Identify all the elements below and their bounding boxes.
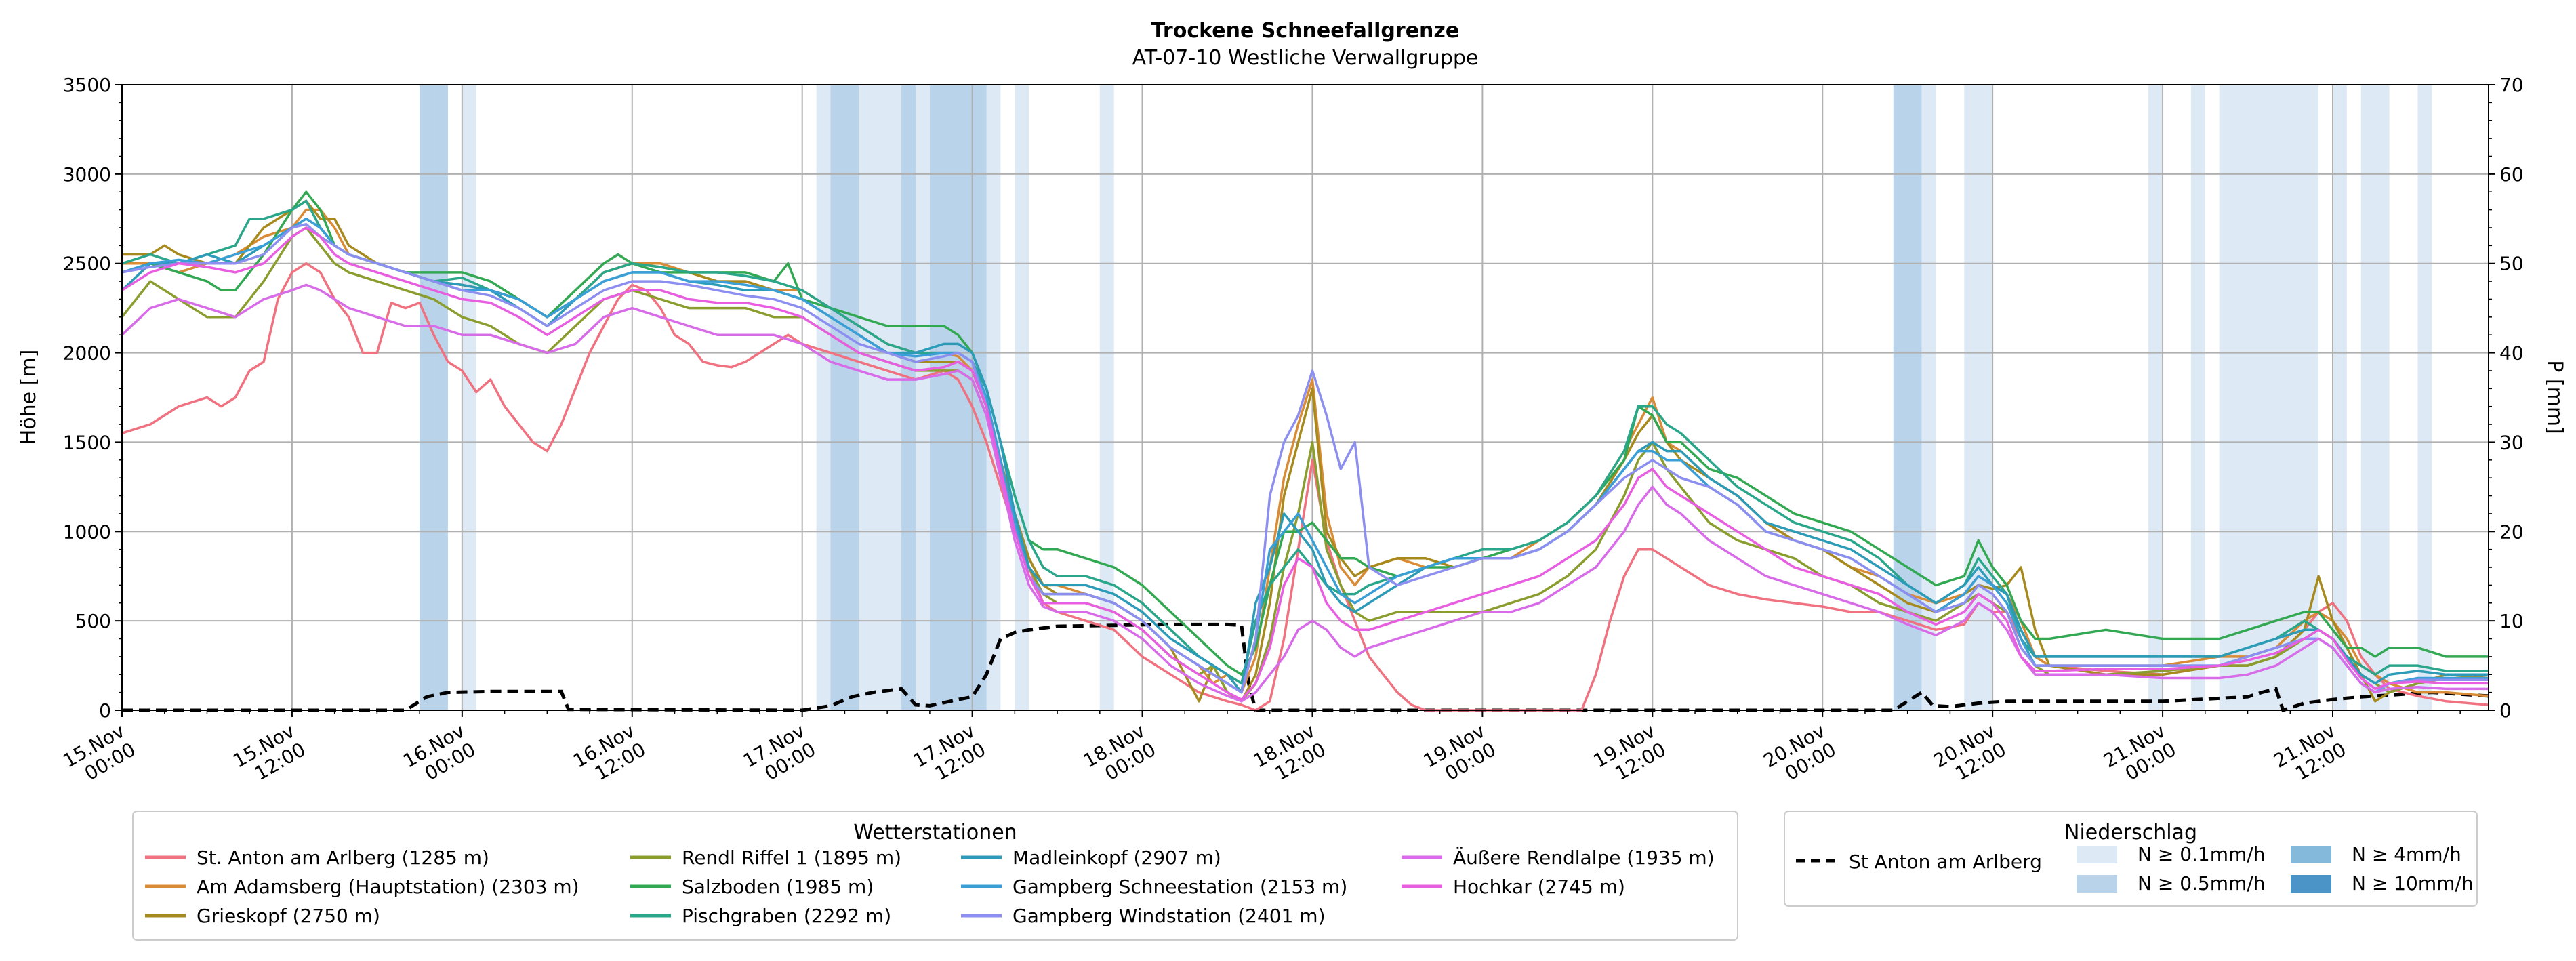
x-tick-label: 15.Nov00:00 [59,719,139,791]
x-tick-label: 17.Nov00:00 [739,719,819,791]
precip-band [2332,85,2347,710]
legend-label: Gampberg Windstation (2401 m) [1013,905,1326,927]
series-line [121,190,2489,676]
legend-label-precip: N ≥ 10mm/h [2352,872,2474,895]
precip-legend-title: Niederschlag [2064,821,2197,844]
y-axis-label: Höhe [m] [17,350,41,445]
y-tick-label: 2000 [63,342,111,365]
legend-label: Pischgraben (2292 m) [682,905,891,927]
y-right-tick-label: 20 [2499,520,2524,543]
y-axis-label-right: P [mm] [2543,360,2567,434]
precip-band [462,85,476,710]
x-tick-label: 16.Nov12:00 [569,719,649,791]
series-line [121,226,2489,701]
legend-label: Grieskopf (2750 m) [197,905,380,927]
y-right-tick-label: 30 [2499,431,2524,453]
legend-label: Hochkar (2745 m) [1453,876,1625,898]
y-tick-label: 3000 [63,163,111,186]
x-tick-label: 21.Nov12:00 [2270,719,2350,791]
y-tick-label: 1000 [63,520,111,543]
legend-label: Äußere Rendlalpe (1935 m) [1453,846,1715,869]
series-line [121,283,2489,703]
precip-band [859,85,902,710]
precip-band [2219,85,2319,710]
x-tick-label: 20.Nov12:00 [1929,719,2009,791]
legend-label: Rendl Riffel 1 (1895 m) [682,846,901,869]
precip-band [986,85,1001,710]
x-tick-label: 17.Nov12:00 [909,719,989,791]
y-tick-label: 1500 [63,431,111,453]
precip-legend: Niederschlag St Anton am Arlberg N ≥ 0.1… [1784,811,2478,907]
x-tick-label: 18.Nov12:00 [1250,719,1330,791]
legend-label-precip: N ≥ 0.5mm/h [2138,872,2265,895]
y-right-tick-label: 50 [2499,253,2524,275]
legend-label: Gampberg Schneestation (2153 m) [1013,876,1347,898]
precip-line-path [122,622,2489,713]
series-line [121,218,2489,694]
chart-title: Trockene Schneefallgrenze [1151,19,1459,43]
legend-label: St. Anton am Arlberg (1285 m) [197,846,489,869]
x-tick-label: 21.Nov00:00 [2100,719,2180,791]
precip-band [830,85,859,710]
legend-label-precip: N ≥ 4mm/h [2352,843,2461,865]
precip-band [2417,85,2432,710]
legend-label: Salzboden (1985 m) [682,876,874,898]
x-axis: 15.Nov00:00 15.Nov12:00 16.Nov00:00 16.Nov1… [59,710,2461,791]
x-tick-label: 19.Nov00:00 [1419,719,1499,791]
series-line [121,262,2489,712]
precip-band [434,85,448,710]
left-y-axis: 0 500 1000 1500 2000 2500 3000 3500 [63,74,122,722]
x-tick-label: 19.Nov12:00 [1589,719,1669,791]
precip-band [420,85,434,710]
y-right-tick-label: 40 [2499,342,2524,365]
legend-swatch-precip [2291,875,2331,893]
stations-legend-title: Wetterstationen [853,821,1017,844]
right-y-axis: 0 10 20 30 40 50 60 70 [2489,74,2524,722]
series-line [121,226,2489,703]
y-tick-label: 0 [99,699,111,722]
y-tick-label: 2500 [63,253,111,275]
stations-legend: Wetterstationen St. Anton am Arlberg (12… [132,811,1738,941]
x-tick-label: 18.Nov00:00 [1080,719,1160,791]
precip-legend-line-label: St Anton am Arlberg [1849,851,2042,873]
y-tick-label: 3500 [63,74,111,96]
precip-band [929,85,973,710]
precip-band [1099,85,1114,710]
series-line [121,222,2489,694]
y-right-tick-label: 70 [2499,74,2524,96]
station-series [121,190,2489,712]
grid-lines [121,84,2489,711]
legend-swatch-precip [2077,846,2117,863]
series-line [122,208,2489,697]
precip-band [915,85,930,710]
precipitation-line [122,622,2489,713]
legend-swatch-precip [2077,875,2117,893]
precip-band [901,85,916,710]
precip-band [2360,85,2390,710]
x-tick-label: 15.Nov12:00 [229,719,309,791]
x-tick-label: 20.Nov00:00 [1759,719,1839,791]
legend-label-precip: N ≥ 0.1mm/h [2138,843,2265,865]
legend-swatch-precip [2291,846,2331,863]
y-right-tick-label: 10 [2499,610,2524,632]
legend-label: Madleinkopf (2907 m) [1013,846,1221,869]
stations-legend-frame [132,811,1738,941]
precip-band [2148,85,2163,710]
y-right-tick-label: 0 [2499,699,2512,722]
y-tick-label: 500 [75,610,111,632]
precip-band [2190,85,2205,710]
chart-subtitle: AT-07-10 Westliche Verwallgruppe [1132,46,1479,70]
x-tick-label: 16.Nov00:00 [399,719,479,791]
legend-label: Am Adamsberg (Hauptstation) (2303 m) [197,876,579,898]
precip-band [816,85,831,710]
precip-band [1921,85,1936,710]
plot-frame [121,84,2489,711]
y-right-tick-label: 60 [2499,163,2524,186]
precip-band [1015,85,1029,710]
precipitation-bands [420,85,2432,710]
